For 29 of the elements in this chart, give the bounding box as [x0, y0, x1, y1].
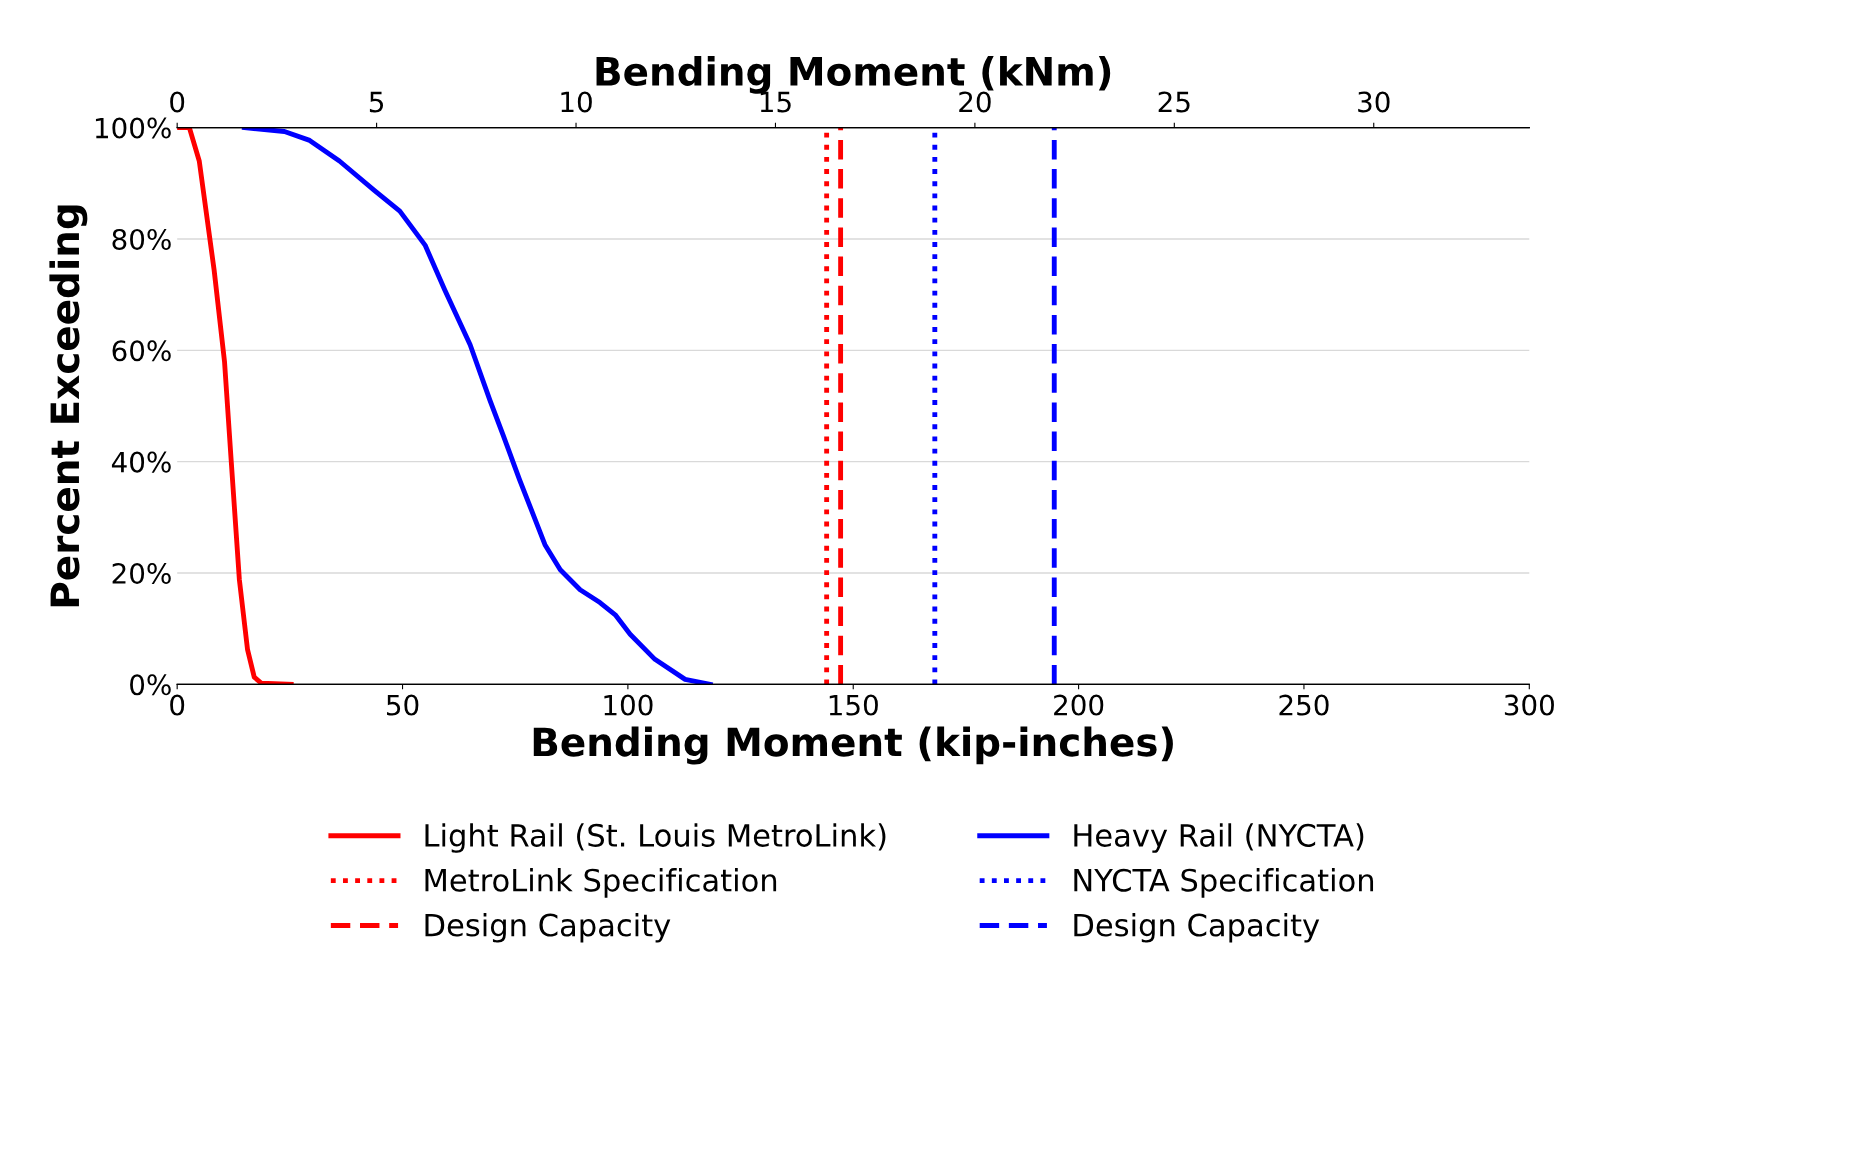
- x-tick-label: 150: [829, 694, 878, 716]
- legend-label: Design Capacity: [1074, 912, 1320, 943]
- y-axis-title: Percent Exceeding: [49, 205, 88, 607]
- x2-tick-label: 20: [959, 91, 991, 113]
- legend-label: NYCTA Specification: [1074, 868, 1374, 898]
- x2-tick-label: 10: [561, 91, 592, 113]
- x-axis-title: Bending Moment (kip-inches): [533, 726, 1173, 765]
- x-tick-label: 250: [1279, 694, 1329, 716]
- x2-tick-label: 25: [1158, 91, 1190, 113]
- x2-tick-label: 30: [1358, 91, 1390, 113]
- y-tick-label: 80%: [112, 228, 171, 250]
- legend-label: Design Capacity: [425, 912, 671, 943]
- x-tick-label: 0: [170, 694, 185, 716]
- legend-label: Heavy Rail (NYCTA): [1074, 823, 1364, 853]
- x2-tick-label: 5: [369, 91, 384, 113]
- x-tick-label: 50: [387, 694, 419, 716]
- x-tick-label: 200: [1054, 694, 1104, 716]
- x-tick-label: 300: [1504, 694, 1554, 716]
- x2-tick-label: 0: [170, 91, 185, 113]
- y-tick-label: 60%: [112, 340, 171, 362]
- legend-label: Light Rail (St. Louis MetroLink): [425, 823, 886, 853]
- x-tick-label: 100: [604, 694, 653, 716]
- legend-label: MetroLink Specification: [425, 868, 777, 898]
- y-tick-label: 40%: [111, 451, 171, 473]
- y-tick-label: 20%: [112, 562, 171, 584]
- y-tick-label: 100%: [95, 117, 171, 139]
- line-series: [177, 127, 294, 685]
- line-series: [241, 127, 713, 685]
- y-tick-label: 0%: [130, 674, 171, 696]
